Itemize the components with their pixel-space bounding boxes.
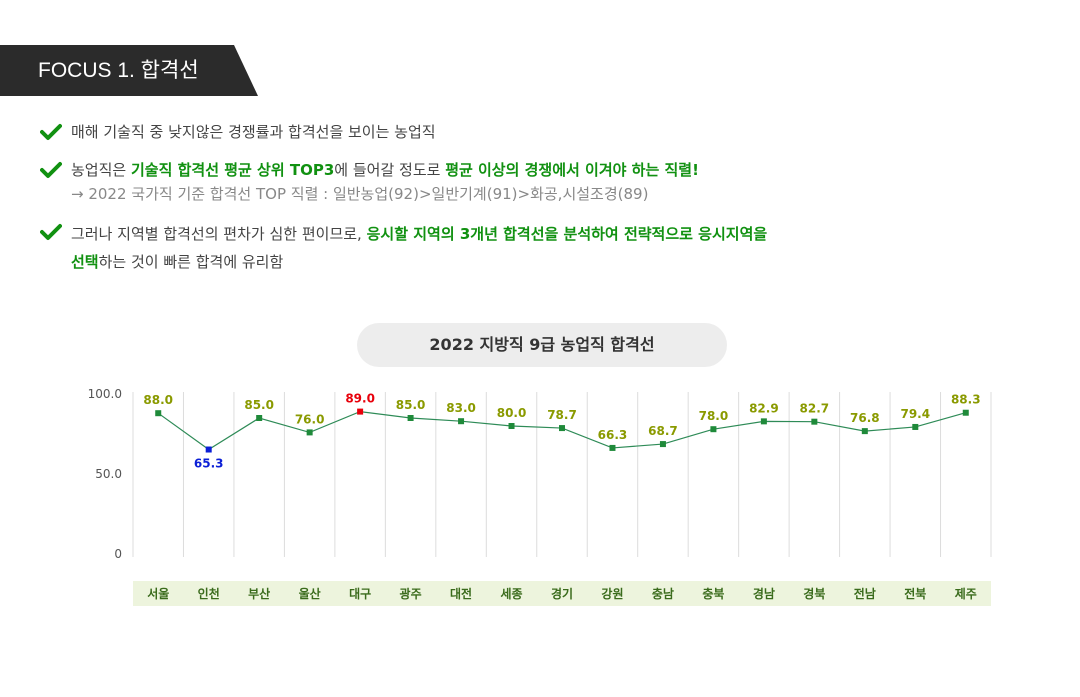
bullet-text-part: 농업직은: [71, 161, 131, 179]
x-tick-label: 경기: [551, 586, 573, 601]
x-tick-label: 울산: [299, 586, 321, 601]
x-tick-label: 경북: [803, 587, 825, 601]
data-label: 68.7: [648, 424, 678, 438]
data-point: [811, 418, 818, 425]
bullet-text: 매해 기술직 중 낮지않은 경쟁률과 합격선을 보이는 농업직: [71, 120, 1050, 144]
data-label: 79.4: [900, 407, 930, 421]
data-point: [357, 408, 364, 415]
x-axis-label-band: [133, 581, 991, 606]
y-tick-label: 100.0: [88, 387, 122, 401]
bullet-highlight: 선택: [71, 253, 99, 271]
x-tick-label: 인천: [198, 586, 220, 601]
bullet-item: 매해 기술직 중 낮지않은 경쟁률과 합격선을 보이는 농업직: [40, 120, 1050, 144]
bullet-item: 그러나 지역별 합격선의 편차가 심한 편이므로, 응시할 지역의 3개년 합격…: [40, 220, 1050, 276]
data-label: 66.3: [598, 428, 628, 442]
data-label: 88.3: [951, 393, 981, 407]
bullet-text-part: 그러나 지역별 합격선의 편차가 심한 편이므로,: [71, 225, 367, 243]
data-label: 80.0: [497, 406, 527, 420]
data-label: 88.0: [143, 393, 173, 407]
bullet-text-part: 매해 기술직 중 낮지않은 경쟁률과 합격선을 보이는 농업직: [71, 123, 436, 141]
data-point: [508, 423, 515, 429]
check-icon: [40, 124, 62, 140]
bullet-text: 그러나 지역별 합격선의 편차가 심한 편이므로, 응시할 지역의 3개년 합격…: [71, 220, 1050, 248]
bullet-list: 매해 기술직 중 낮지않은 경쟁률과 합격선을 보이는 농업직 농업직은 기술직…: [40, 120, 1050, 290]
data-point: [962, 409, 969, 416]
focus-tab-label: FOCUS 1. 합격선: [38, 59, 199, 82]
x-tick-label: 부산: [248, 586, 270, 601]
x-tick-label: 대전: [450, 586, 472, 601]
data-label: 76.8: [850, 411, 880, 425]
data-point: [559, 425, 565, 432]
check-icon: [40, 162, 62, 178]
x-tick-label: 전북: [904, 586, 926, 601]
bullet-highlight: 기술직 합격선 평균 상위 TOP3: [130, 161, 335, 179]
data-label: 85.0: [396, 398, 426, 412]
y-tick-label: 50.0: [95, 467, 122, 481]
x-tick-label: 충남: [652, 586, 674, 601]
x-tick-label: 대구: [349, 587, 371, 601]
data-label: 83.0: [446, 401, 476, 415]
data-label: 78.0: [699, 409, 729, 423]
data-point: [407, 415, 414, 421]
data-label: 89.0: [345, 392, 375, 406]
data-label: 82.7: [800, 402, 830, 416]
data-point: [458, 418, 465, 425]
data-point: [609, 444, 616, 451]
data-point: [760, 418, 767, 425]
bullet-item: 농업직은 기술직 합격선 평균 상위 TOP3에 들어갈 정도로 평균 이상의 …: [40, 158, 1050, 206]
data-label: 65.3: [194, 457, 224, 471]
x-tick-label: 경남: [753, 586, 775, 601]
bullet-text: 선택하는 것이 빠른 합격에 유리함: [71, 248, 1050, 276]
x-tick-label: 제주: [955, 587, 977, 601]
x-tick-label: 강원: [601, 587, 623, 601]
data-point: [710, 426, 717, 433]
bullet-text: 농업직은 기술직 합격선 평균 상위 TOP3에 들어갈 정도로 평균 이상의 …: [71, 158, 1050, 182]
data-label: 85.0: [244, 398, 274, 412]
bullet-highlight: 응시할 지역의 3개년 합격선을 분석하여 전략적으로 응시지역을: [366, 225, 768, 243]
x-tick-label: 충북: [702, 586, 724, 601]
data-label: 78.7: [547, 408, 577, 422]
check-icon: [40, 224, 62, 240]
focus-tab: FOCUS 1. 합격선: [0, 45, 258, 96]
data-label: 82.9: [749, 401, 779, 415]
bullet-subtext: → 2022 국가직 기준 합격선 TOP 직렬 : 일반농업(92)>일반기계…: [71, 185, 649, 203]
data-point: [205, 446, 212, 453]
y-tick-label: 0: [114, 547, 122, 561]
line-chart: 100.0 50.0 0 88.0 65.3 85.0 76.0 89.0 85.0 83.0 80…: [88, 387, 992, 601]
data-point: [155, 410, 162, 417]
chart-title: 2022 지방직 9급 농업직 합격선: [357, 323, 727, 367]
bullet-text-part: 에 들어갈 정도로: [334, 161, 446, 179]
data-point: [912, 423, 919, 430]
x-tick-label: 세종: [500, 586, 522, 601]
data-point: [659, 441, 666, 448]
bullet-highlight: 평균 이상의 경쟁에서 이겨야 하는 직렬!: [445, 161, 699, 179]
data-point: [306, 429, 313, 436]
x-tick-label: 전남: [854, 586, 876, 601]
bullet-text-part: 하는 것이 빠른 합격에 유리함: [98, 253, 284, 271]
data-label: 76.0: [295, 412, 325, 426]
data-point: [256, 415, 263, 421]
data-point: [861, 428, 868, 435]
x-tick-label: 서울: [147, 586, 169, 601]
x-tick-label: 광주: [400, 586, 422, 601]
